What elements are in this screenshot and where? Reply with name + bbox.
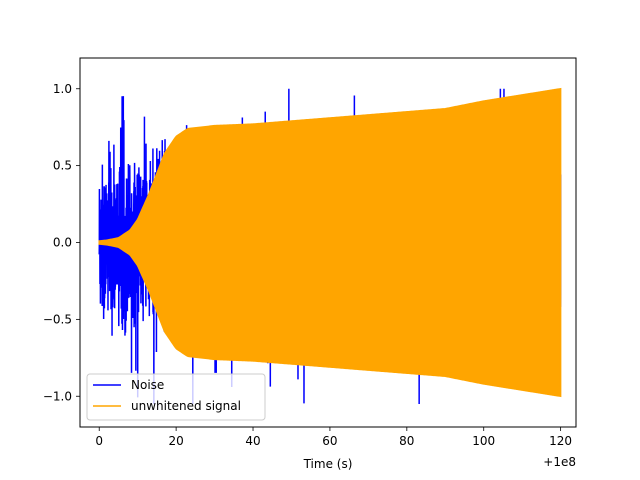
signal-series: [98, 87, 562, 398]
y-tick-label: 0.0: [53, 236, 72, 250]
x-tick-label: 40: [245, 434, 260, 448]
legend-label-noise: Noise: [131, 378, 164, 392]
x-tick-label: 60: [322, 434, 337, 448]
signal-envelope: [98, 87, 562, 398]
y-tick-label: 0.5: [53, 159, 72, 173]
x-axis: 0 20 40 60 80 100 120: [95, 427, 572, 448]
x-tick-label: 100: [472, 434, 495, 448]
x-tick-label: 20: [168, 434, 183, 448]
legend-box: [86, 373, 266, 421]
y-tick-label: 1.0: [53, 82, 72, 96]
legend-label-signal: unwhitened signal: [131, 399, 241, 413]
x-tick-label: 120: [549, 434, 572, 448]
x-axis-label: Time (s): [303, 457, 353, 471]
y-tick-label: −0.5: [43, 312, 72, 326]
x-axis-offset-label: +1e8: [543, 455, 576, 469]
y-axis: −1.0 −0.5 0.0 0.5 1.0: [43, 82, 80, 403]
x-tick-label: 0: [95, 434, 103, 448]
legend: Noise unwhitened signal: [86, 373, 266, 421]
x-tick-label: 80: [399, 434, 414, 448]
y-tick-label: −1.0: [43, 389, 72, 403]
